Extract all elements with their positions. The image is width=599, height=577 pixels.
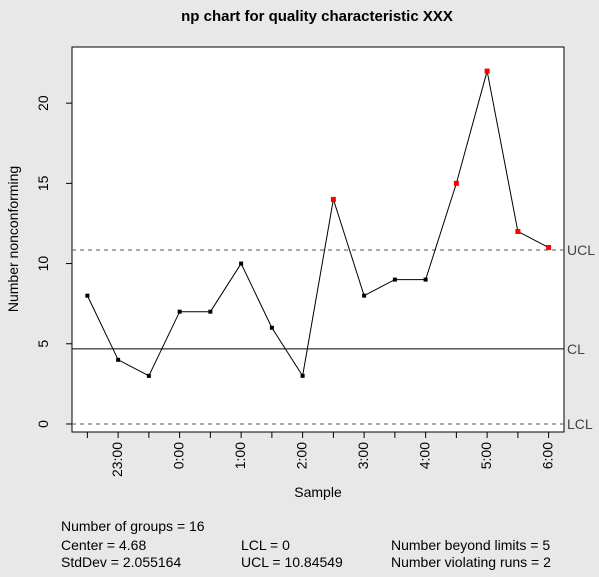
x-tick-label: 3:00 bbox=[355, 442, 371, 469]
stat-stddev: StdDev = 2.055164 bbox=[61, 554, 182, 570]
data-point bbox=[208, 309, 213, 314]
data-point bbox=[362, 293, 367, 298]
data-point bbox=[85, 293, 90, 298]
data-point bbox=[392, 277, 397, 282]
cl-label: CL bbox=[567, 341, 585, 357]
y-tick-label: 15 bbox=[35, 175, 51, 191]
x-tick-label: 0:00 bbox=[170, 442, 186, 469]
stat-beyond-limits: Number beyond limits = 5 bbox=[391, 537, 551, 553]
data-point bbox=[239, 261, 244, 266]
x-axis: 23:00 0:00 1:00 2:00 3:00 4:00 5:00 6:00 bbox=[86, 432, 555, 477]
x-tick-label: 6:00 bbox=[539, 442, 555, 469]
y-tick-label: 5 bbox=[35, 340, 51, 348]
data-point bbox=[269, 325, 274, 330]
x-tick-label: 2:00 bbox=[293, 442, 309, 469]
data-point bbox=[146, 373, 151, 378]
violation-point bbox=[453, 180, 459, 186]
x-tick-label: 4:00 bbox=[416, 442, 432, 469]
data-point bbox=[177, 309, 182, 314]
x-tick-label: 5:00 bbox=[478, 442, 494, 469]
stat-groups: Number of groups = 16 bbox=[61, 518, 205, 534]
violation-point bbox=[484, 68, 490, 74]
plot-area bbox=[71, 46, 565, 433]
series-line bbox=[86, 70, 549, 378]
y-tick-label: 10 bbox=[35, 256, 51, 272]
data-point bbox=[300, 373, 305, 378]
data-point bbox=[423, 277, 428, 282]
violation-point bbox=[515, 228, 521, 234]
chart-title: np chart for quality characteristic XXX bbox=[181, 8, 453, 25]
y-tick-label: 20 bbox=[35, 95, 51, 111]
control-limits: UCL CL LCL bbox=[72, 242, 595, 432]
stat-lcl: LCL = 0 bbox=[241, 537, 290, 553]
ucl-label: UCL bbox=[567, 242, 595, 258]
stat-center: Center = 4.68 bbox=[61, 537, 147, 553]
x-tick-label: 1:00 bbox=[232, 442, 248, 469]
x-tick-label: 23:00 bbox=[109, 442, 125, 477]
x-axis-label: Sample bbox=[294, 484, 342, 500]
data-series bbox=[85, 68, 552, 378]
violation-point bbox=[330, 196, 336, 202]
y-axis: 0 5 10 15 20 bbox=[35, 95, 72, 428]
stat-ucl: UCL = 10.84549 bbox=[241, 554, 343, 570]
y-axis-label: Number nonconforming bbox=[5, 166, 21, 312]
y-tick-label: 0 bbox=[35, 420, 51, 428]
stat-violating-runs: Number violating runs = 2 bbox=[391, 554, 551, 570]
violation-point bbox=[546, 245, 552, 251]
data-point bbox=[116, 357, 121, 362]
lcl-label: LCL bbox=[567, 416, 593, 432]
